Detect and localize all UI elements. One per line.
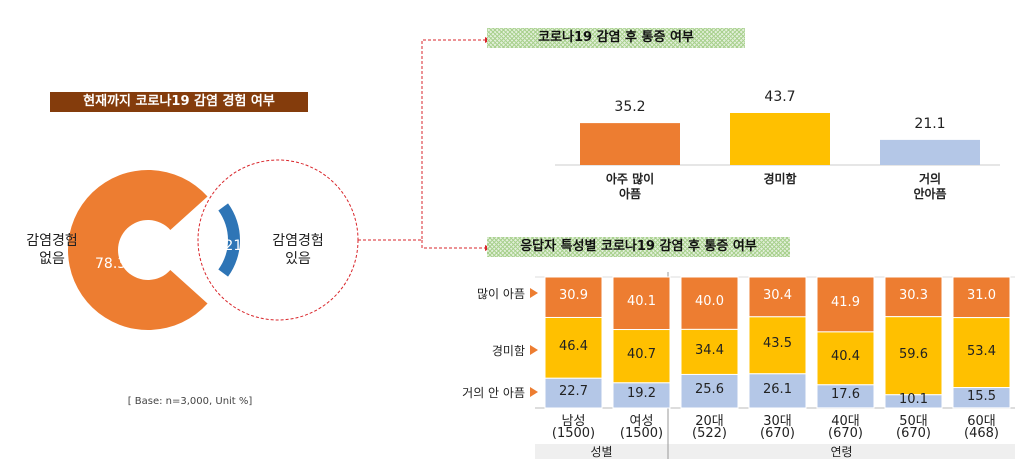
category-label: 남성	[561, 414, 586, 429]
bar	[880, 139, 980, 165]
segment-label: 34.4	[695, 342, 724, 358]
stacked-segment	[544, 377, 603, 409]
segment-label: 26.1	[763, 381, 792, 397]
category-label: 거의	[918, 172, 942, 186]
segment-label: 17.6	[831, 387, 860, 403]
segment-label: 30.4	[763, 287, 792, 303]
slice-infection	[218, 203, 241, 277]
segment-label: 30.9	[559, 288, 588, 304]
value-21: 21.7	[224, 238, 256, 254]
stacked-segment	[612, 382, 671, 409]
stacked-segment	[952, 276, 1011, 319]
category-label: (468)	[964, 426, 999, 441]
stacked-segment	[952, 387, 1011, 409]
segment-label: 31.0	[967, 288, 996, 304]
bar	[580, 123, 680, 165]
category-label: (670)	[760, 426, 795, 441]
segment-label: 46.4	[559, 338, 588, 354]
segment-label: 40.1	[627, 294, 656, 310]
stacked-segment	[748, 316, 807, 375]
legend-label: 거의 안 아픔	[462, 386, 525, 400]
value-label: 43.7	[764, 88, 796, 105]
donut-chart	[67, 169, 241, 330]
legend-arrow-icon	[530, 387, 538, 397]
category-label: 20대	[695, 414, 724, 429]
segment-label: 22.7	[559, 384, 588, 400]
pain-bar-chart	[555, 112, 1000, 166]
base-note: [ Base: n=3,000, Unit %]	[127, 396, 253, 407]
category-label: 아픔	[618, 187, 642, 201]
category-label: 60대	[967, 414, 996, 429]
stacked-segment	[816, 331, 875, 386]
group-band	[535, 444, 1015, 459]
stacked-segment	[680, 373, 739, 409]
stacked-segment	[816, 384, 875, 409]
segment-label: 15.5	[967, 388, 996, 404]
stacked-segment	[544, 276, 603, 318]
segment-label: 41.9	[831, 295, 860, 311]
category-label: 30대	[763, 414, 792, 429]
legend-arrow-icon	[530, 288, 538, 298]
category-label: (1500)	[619, 426, 664, 441]
pain-title: 코로나19 감염 후 통증 여부	[487, 28, 745, 48]
stacked-segment	[544, 316, 603, 379]
connector-lines	[358, 39, 485, 249]
segment-label: 10.1	[899, 392, 928, 408]
segment-label: 30.3	[899, 287, 928, 303]
segment-label: 40.7	[627, 347, 656, 363]
segment-label: 19.2	[627, 386, 656, 402]
segment-label: 53.4	[967, 343, 996, 359]
legend-label: 경미함	[491, 344, 525, 358]
stacked-bar-chart	[530, 272, 1015, 459]
label-line: 감염경험	[272, 233, 324, 249]
category-label: (1500)	[551, 426, 596, 441]
stacked-segment	[748, 276, 807, 318]
category-label: (670)	[828, 426, 863, 441]
stacked-segment	[612, 329, 671, 384]
segment-label: 40.4	[831, 349, 860, 365]
stacked-segment	[884, 394, 943, 409]
value-label: 21.1	[914, 115, 946, 132]
label-infection: 감염경험 있음	[260, 232, 336, 268]
stacked-segment	[816, 276, 875, 333]
category-label: 50대	[899, 414, 928, 429]
stacked-segment	[884, 316, 943, 396]
legend-label: 많이 아픔	[477, 287, 525, 301]
label-no-infection: 감염경험 없음	[14, 232, 90, 268]
legend-arrow-icon	[530, 345, 538, 355]
stacked-segment	[612, 276, 671, 331]
segment-label: 40.0	[695, 294, 724, 310]
category-label: 여성	[629, 414, 654, 429]
label-line: 있음	[285, 251, 311, 267]
value-label: 35.2	[614, 99, 646, 116]
category-label: (522)	[692, 426, 727, 441]
group-label: 연령	[830, 445, 853, 459]
donut-title: 현재까지 코로나19 감염 경험 여부	[50, 92, 308, 112]
stacked-segment	[952, 317, 1011, 389]
group-label: 성별	[590, 445, 613, 459]
value-78: 78.3	[95, 256, 127, 272]
label-line: 없음	[39, 251, 65, 267]
stacked-segment	[748, 373, 807, 409]
stacked-title: 응답자 특성별 코로나19 감염 후 통증 여부	[487, 237, 790, 257]
label-line: 감염경험	[26, 233, 78, 249]
slice-no-infection	[67, 169, 208, 330]
category-label: 아주 많이	[605, 172, 655, 186]
category-label: 안아픔	[913, 187, 947, 201]
segment-label: 59.6	[899, 346, 928, 362]
stacked-segment	[680, 276, 739, 330]
category-label: (670)	[896, 426, 931, 441]
stacked-segment	[680, 328, 739, 375]
segment-label: 43.5	[763, 336, 792, 352]
category-label: 경미함	[763, 172, 797, 186]
stacked-segment	[884, 276, 943, 318]
bar	[730, 112, 830, 165]
segment-label: 25.6	[695, 382, 724, 398]
category-label: 40대	[831, 414, 860, 429]
